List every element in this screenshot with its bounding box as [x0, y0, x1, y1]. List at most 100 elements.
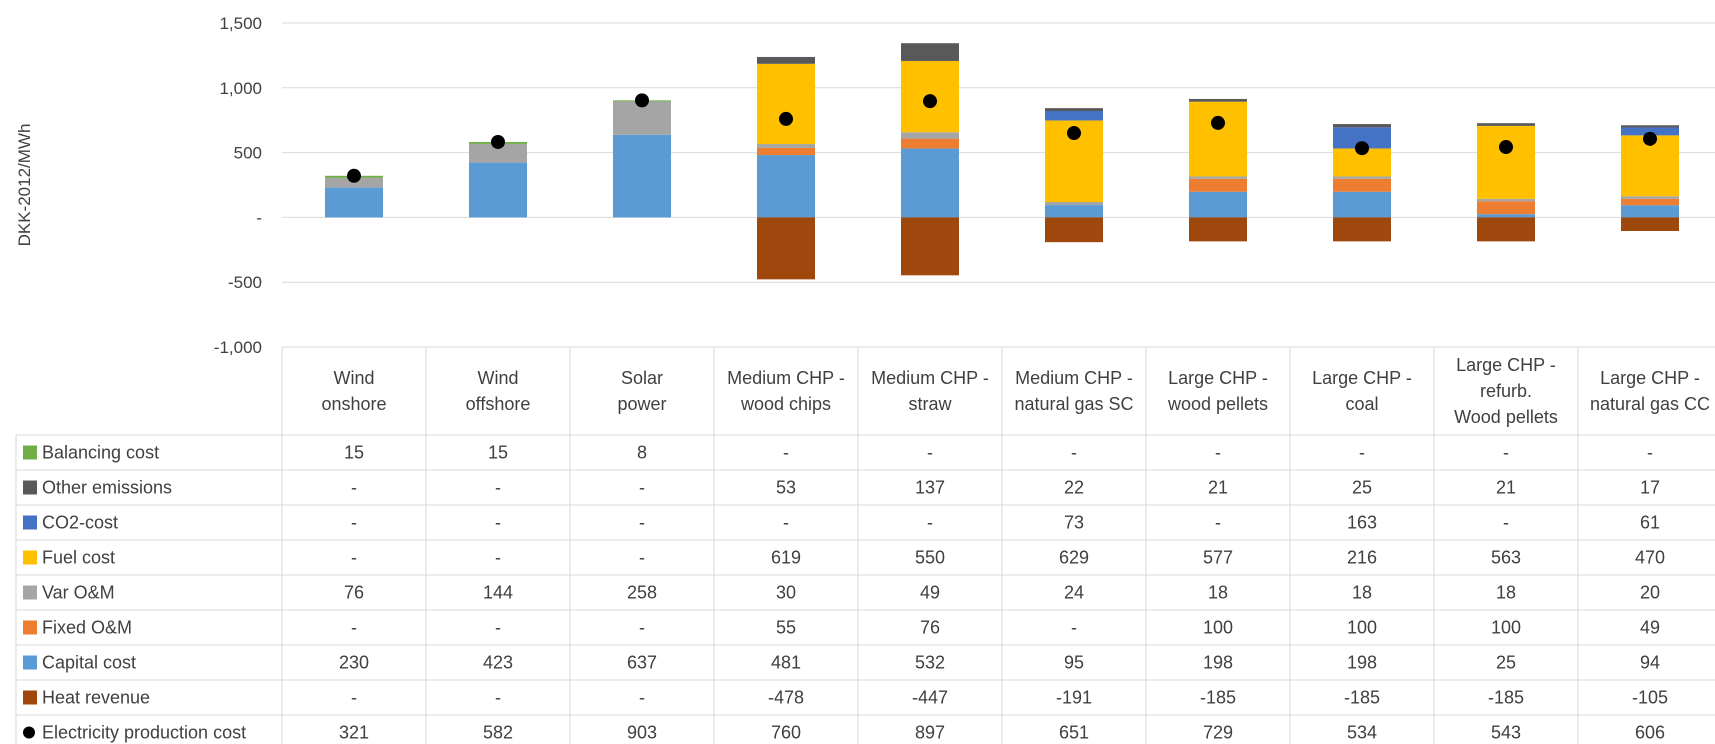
series-name: CO2-cost — [42, 513, 118, 533]
data-label: 619 — [771, 548, 801, 568]
legend-swatch — [23, 655, 37, 670]
cost-marker — [779, 111, 793, 126]
series-name: Fixed O&M — [42, 618, 132, 638]
bar-segment — [757, 147, 815, 156]
data-label: - — [1647, 443, 1653, 463]
bar-segment — [1621, 205, 1679, 218]
y-tick-label: -500 — [228, 273, 262, 292]
data-label: 25 — [1352, 478, 1372, 498]
data-label: 94 — [1640, 653, 1660, 673]
data-label: 216 — [1347, 548, 1377, 568]
bar-segment — [1045, 108, 1103, 111]
data-label: 651 — [1059, 723, 1089, 743]
data-label: 198 — [1347, 653, 1377, 673]
data-label: - — [639, 513, 645, 533]
cost-marker — [347, 168, 361, 183]
bar-segment — [757, 155, 815, 218]
data-label: 61 — [1640, 513, 1660, 533]
data-label: 321 — [339, 723, 369, 743]
legend-swatch — [23, 445, 37, 460]
data-label: 15 — [488, 443, 508, 463]
category-label: Medium CHP - — [1015, 368, 1133, 388]
category-label: onshore — [321, 394, 386, 414]
bar-segment — [1621, 196, 1679, 199]
legend-swatch — [23, 550, 37, 565]
data-label: 903 — [627, 723, 657, 743]
bar-segment — [1189, 98, 1247, 102]
data-label: 76 — [344, 583, 364, 603]
data-label: 18 — [1496, 583, 1516, 603]
category-label: Solar — [621, 368, 663, 388]
data-label: - — [1503, 513, 1509, 533]
data-label: 137 — [915, 478, 945, 498]
data-label: - — [351, 478, 357, 498]
data-label: 729 — [1203, 723, 1233, 743]
data-label: 18 — [1352, 583, 1372, 603]
data-label: 637 — [627, 653, 657, 673]
data-label: 100 — [1203, 618, 1233, 638]
bar-segment-heat-revenue — [1189, 217, 1247, 242]
data-label: 25 — [1496, 653, 1516, 673]
bar-segment — [757, 56, 815, 64]
category-label: coal — [1345, 394, 1378, 414]
data-label: 95 — [1064, 653, 1084, 673]
series-name: Balancing cost — [42, 443, 159, 463]
data-label: - — [783, 513, 789, 533]
y-axis-label: DKK-2012/MWh — [15, 124, 34, 247]
data-label: 73 — [1064, 513, 1084, 533]
data-label: -185 — [1344, 688, 1380, 708]
category-label: Medium CHP - — [727, 368, 845, 388]
data-label: 144 — [483, 583, 513, 603]
y-tick-label: 500 — [234, 144, 262, 163]
bar-segment — [1045, 201, 1103, 206]
bar-segment — [1333, 127, 1391, 149]
bar-segment-heat-revenue — [1621, 217, 1679, 232]
data-label: - — [639, 548, 645, 568]
category-label: wood chips — [740, 394, 831, 414]
cost-marker — [1499, 140, 1513, 155]
bar-segment — [1189, 178, 1247, 192]
y-tick-label: - — [256, 208, 262, 227]
data-label: 76 — [920, 618, 940, 638]
data-label: -185 — [1488, 688, 1524, 708]
bar-segment — [1477, 125, 1535, 199]
bar-segment-heat-revenue — [1045, 217, 1103, 243]
category-label: Wind — [477, 368, 518, 388]
data-label: -191 — [1056, 688, 1092, 708]
bar-segment — [469, 143, 527, 163]
legend-swatch — [23, 585, 37, 600]
data-label: - — [1359, 443, 1365, 463]
data-label: -105 — [1632, 688, 1668, 708]
y-tick-label: 1,000 — [219, 79, 262, 98]
data-label: - — [495, 618, 501, 638]
bar-segment — [1621, 127, 1679, 136]
data-label: 100 — [1347, 618, 1377, 638]
series-name: Other emissions — [42, 478, 172, 498]
data-label: 470 — [1635, 548, 1665, 568]
category-label: wood pellets — [1167, 394, 1268, 414]
bar-segment — [325, 187, 383, 218]
data-label: - — [639, 688, 645, 708]
bar-segment — [1333, 176, 1391, 179]
cost-marker — [1211, 115, 1225, 130]
cost-marker — [1067, 126, 1081, 141]
data-label: 543 — [1491, 723, 1521, 743]
y-axis-ticks: 1,500 1,000 500 - -500 -1,000 — [214, 14, 262, 357]
data-label: - — [1503, 443, 1509, 463]
data-label: -447 — [912, 688, 948, 708]
data-label: 22 — [1064, 478, 1084, 498]
y-tick-label: -1,000 — [214, 338, 262, 357]
legend-swatch — [23, 480, 37, 495]
data-label: 258 — [627, 583, 657, 603]
bar-segment-heat-revenue — [1333, 217, 1391, 242]
bar-segment — [901, 43, 959, 61]
y-tick-label: 1,500 — [219, 14, 262, 33]
data-label: - — [1215, 513, 1221, 533]
bars — [325, 43, 1679, 280]
data-label: 582 — [483, 723, 513, 743]
data-label: 30 — [776, 583, 796, 603]
data-label: - — [1071, 618, 1077, 638]
data-label: 18 — [1208, 583, 1228, 603]
data-label: 563 — [1491, 548, 1521, 568]
